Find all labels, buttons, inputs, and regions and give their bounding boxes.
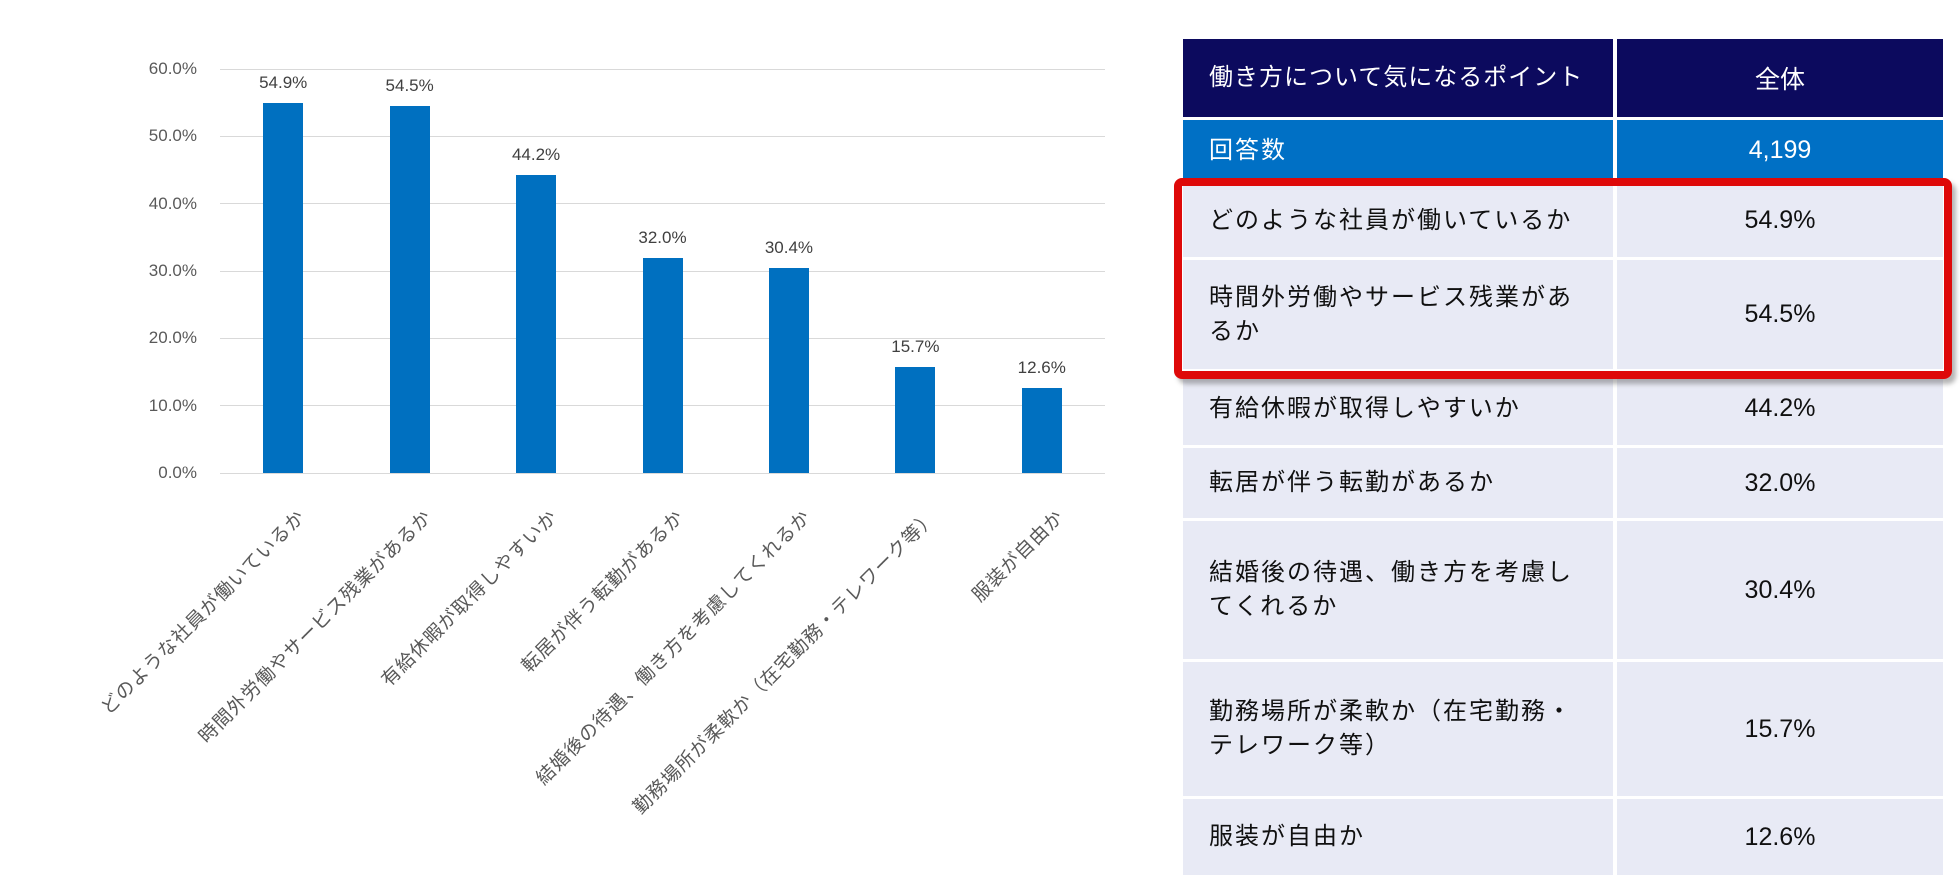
- respondents-label-cell: 回答数: [1183, 120, 1613, 181]
- table-header-total-label: 全体: [1754, 66, 1805, 94]
- respondents-value-cell: 4,199: [1617, 120, 1943, 181]
- bar: [263, 103, 304, 473]
- bar-chart-figure: 0.0% 10.0% 20.0% 30.0% 40.0% 50.0% 60.0% 54.9% ど…: [97, 59, 1105, 818]
- row-label: 結婚後の待遇、働き方を考慮してくれるか: [1209, 559, 1573, 620]
- y-axis-tick-label: 60.0%: [148, 59, 197, 78]
- row-label-cell: どのような社員が働いているか: [1183, 184, 1613, 257]
- gridline: [220, 68, 1105, 70]
- x-axis-category-label: どのような社員が働いているか: [97, 506, 310, 719]
- bar-value-label: 44.2%: [511, 145, 561, 165]
- summary-table: 働き方について気になるポイント 全体 回答数 4,199 どのような社員が働いて…: [1174, 39, 1952, 878]
- table-row: 転居が伴う転勤があるか 32.0%: [1183, 448, 1943, 518]
- table-header-point-label: 働き方について気になるポイント: [1209, 64, 1584, 92]
- x-axis-category-label: 時間外労働やサービス残業があるか: [194, 506, 437, 748]
- x-axis-category-label: 結婚後の待遇、働き方を考慮してくれるか: [532, 506, 816, 790]
- row-label-cell: 結婚後の待遇、働き方を考慮してくれるか: [1183, 521, 1613, 659]
- row-label-cell: 有給休暇が取得しやすいか: [1183, 372, 1613, 445]
- table-header-total-cell: 全体: [1617, 39, 1943, 117]
- bar-value-label: 15.7%: [891, 337, 940, 357]
- y-axis-tick-label: 50.0%: [148, 126, 197, 146]
- bar: [389, 106, 430, 473]
- row-label-cell: 服装が自由か: [1183, 799, 1613, 875]
- gridline: [220, 203, 1105, 205]
- y-axis-tick-label: 10.0%: [148, 395, 197, 415]
- row-label: 転居が伴う転勤があるか: [1209, 469, 1495, 497]
- y-axis-tick-label: 40.0%: [148, 193, 197, 213]
- table-row: 有給休暇が取得しやすいか 44.2%: [1183, 372, 1943, 445]
- y-axis-tick-label: 20.0%: [148, 328, 197, 348]
- row-label-cell: 時間外労働やサービス残業があるか: [1183, 260, 1613, 369]
- row-value-cell: 54.5%: [1617, 260, 1943, 369]
- table-row: 勤務場所が柔軟か（在宅勤務・テレワーク等） 15.7%: [1183, 662, 1943, 796]
- table-row: 結婚後の待遇、働き方を考慮してくれるか 30.4%: [1183, 521, 1943, 659]
- row-label-cell: 転居が伴う転勤があるか: [1183, 448, 1613, 518]
- respondents-label: 回答数: [1209, 136, 1287, 164]
- table-row: 時間外労働やサービス残業があるか 54.5%: [1183, 260, 1943, 369]
- row-value-cell: 12.6%: [1617, 799, 1943, 875]
- row-label: 勤務場所が柔軟か（在宅勤務・テレワーク等）: [1209, 698, 1573, 759]
- row-label: 時間外労働やサービス残業があるか: [1209, 283, 1573, 345]
- row-value: 32.0%: [1744, 468, 1816, 497]
- bar: [642, 257, 683, 473]
- table-row: 服装が自由か 12.6%: [1183, 799, 1943, 875]
- row-label: 有給休暇が取得しやすいか: [1209, 394, 1521, 422]
- row-value: 12.6%: [1744, 822, 1816, 851]
- row-label-cell: 勤務場所が柔軟か（在宅勤務・テレワーク等）: [1183, 662, 1613, 796]
- row-value: 54.5%: [1744, 300, 1816, 328]
- row-value-cell: 30.4%: [1617, 521, 1943, 659]
- row-value-cell: 32.0%: [1617, 448, 1943, 518]
- y-axis-tick-label: 30.0%: [148, 261, 197, 280]
- bar: [895, 367, 936, 473]
- gridline: [220, 472, 1105, 474]
- x-axis-category-label: 服装が自由か: [968, 506, 1069, 607]
- bar: [516, 175, 557, 473]
- respondents-row: 回答数 4,199: [1183, 120, 1943, 181]
- row-value: 30.4%: [1744, 575, 1816, 604]
- gridline: [220, 135, 1105, 137]
- bar: [768, 268, 809, 473]
- row-value-cell: 44.2%: [1617, 372, 1943, 445]
- respondents-value: 4,199: [1748, 136, 1812, 164]
- row-value: 54.9%: [1744, 206, 1816, 234]
- table-body: どのような社員が働いているか 54.9% 時間外労働やサービス残業があるか 54.5%…: [1183, 184, 1943, 875]
- row-label: どのような社員が働いているか: [1209, 206, 1573, 234]
- bar-value-label: 54.9%: [259, 73, 308, 93]
- row-label: 服装が自由か: [1209, 823, 1365, 851]
- table-row: どのような社員が働いているか 54.9%: [1183, 184, 1943, 257]
- bar-value-label: 32.0%: [638, 227, 687, 247]
- bar-value-label: 12.6%: [1017, 358, 1066, 378]
- row-value-cell: 54.9%: [1617, 184, 1943, 257]
- bar-value-label: 54.5%: [385, 76, 434, 96]
- table-header-row: 働き方について気になるポイント 全体: [1183, 39, 1943, 117]
- table-header-point-cell: 働き方について気になるポイント: [1183, 39, 1613, 117]
- y-axis-tick-label: 0.0%: [158, 463, 197, 482]
- bar-value-label: 30.4%: [764, 238, 814, 258]
- row-value-cell: 15.7%: [1617, 662, 1943, 796]
- bar: [1021, 388, 1062, 473]
- row-value: 44.2%: [1744, 394, 1816, 422]
- row-value: 15.7%: [1744, 714, 1816, 743]
